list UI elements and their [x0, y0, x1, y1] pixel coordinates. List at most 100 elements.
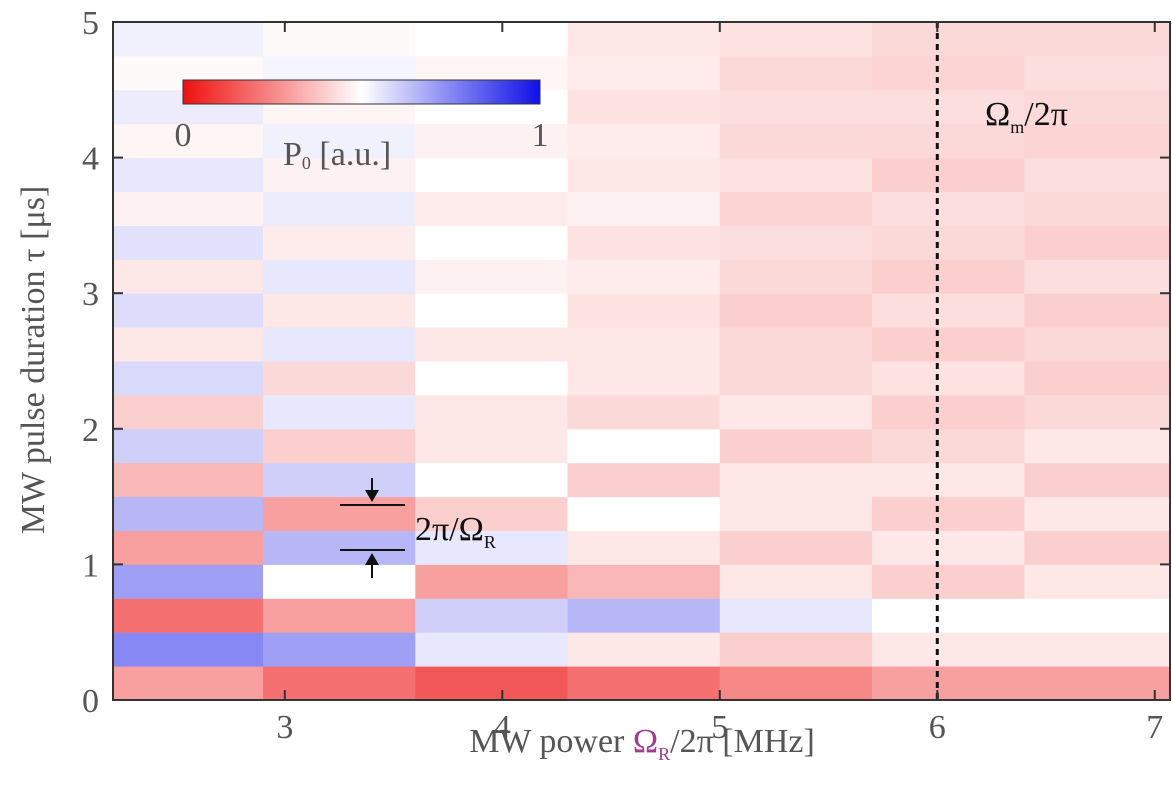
cell: [1024, 327, 1171, 362]
colorbar-label-part: 0: [302, 153, 311, 173]
cell: [872, 89, 1025, 125]
cell: [415, 157, 569, 192]
period-marker: [340, 478, 405, 578]
cell: [567, 22, 721, 57]
cell: [567, 462, 721, 498]
cell: [1024, 123, 1171, 159]
cell: [263, 361, 416, 396]
cell: [415, 666, 569, 701]
y-tick-label: 4: [82, 141, 99, 178]
cell: [872, 496, 1025, 531]
cell: [1024, 22, 1171, 57]
cell: [872, 666, 1025, 701]
annotation-part: /2π: [1024, 96, 1068, 133]
colorbar-tick-label: 0: [175, 117, 192, 154]
cell: [1024, 530, 1171, 565]
y-axis-label: MW pulse duration τ [μs]: [15, 186, 52, 535]
cell: [263, 191, 416, 226]
cell: [567, 225, 721, 260]
colorbar-label-part: P: [283, 136, 302, 173]
cell: [415, 327, 569, 362]
cell: [719, 55, 873, 91]
cell: [872, 462, 1025, 498]
cell: [113, 123, 264, 159]
cell: [567, 496, 721, 531]
arrow-head: [365, 553, 379, 565]
cell: [719, 564, 873, 599]
cell: [263, 632, 416, 667]
cell: [719, 666, 873, 701]
cell: [567, 293, 721, 328]
x-tick-label: 4: [494, 709, 511, 746]
x-tick-label: 6: [929, 709, 946, 746]
x-label-part: MW power: [469, 723, 633, 760]
cell: [263, 428, 416, 464]
cell: [113, 598, 264, 633]
cell: [263, 496, 416, 531]
cell: [1024, 191, 1171, 226]
cell: [719, 327, 873, 362]
y-tick-label: 1: [82, 547, 99, 584]
cell: [1024, 462, 1171, 498]
y-tick-label: 0: [82, 683, 99, 720]
cell: [415, 123, 569, 159]
cell: [1024, 666, 1171, 701]
cell: [567, 530, 721, 565]
x-label-part: Ω: [633, 723, 658, 760]
cell: [567, 632, 721, 667]
x-tick-label: 3: [276, 709, 293, 746]
cell: [872, 327, 1025, 362]
annotation: 2π/ΩR: [415, 511, 496, 552]
cell: [567, 394, 721, 430]
annotation: Ωm/2π: [985, 96, 1068, 137]
cell: [263, 564, 416, 599]
cell: [113, 428, 264, 464]
cell: [113, 293, 264, 328]
cell: [415, 191, 569, 226]
cell: [113, 225, 264, 260]
cell: [113, 259, 264, 294]
cell: [567, 428, 721, 464]
cell: [1024, 293, 1171, 328]
cell: [872, 428, 1025, 464]
cell: [1024, 564, 1171, 599]
cell: [113, 394, 264, 430]
annotation-part: 2π/Ω: [415, 511, 484, 548]
cell: [113, 157, 264, 192]
cell: [872, 259, 1025, 294]
cell: [263, 157, 416, 192]
cell: [872, 598, 1025, 633]
cell: [1024, 496, 1171, 531]
cell: [872, 191, 1025, 226]
arrow-head: [365, 490, 379, 502]
cell: [567, 259, 721, 294]
cell: [263, 394, 416, 430]
x-axis-label: MW power ΩR/2π [MHz]: [469, 723, 815, 764]
cell: [719, 259, 873, 294]
cell: [719, 89, 873, 125]
x-label-part: /2π [MHz]: [670, 723, 815, 760]
annotation-part: R: [484, 532, 496, 552]
cell: [415, 632, 569, 667]
colorbar-tick-label: 1: [532, 117, 549, 154]
cell: [1024, 598, 1171, 633]
cell: [719, 530, 873, 565]
colorbar: [182, 79, 541, 105]
cell: [415, 598, 569, 633]
cell: [1024, 428, 1171, 464]
cell: [719, 293, 873, 328]
cell: [567, 598, 721, 633]
cell: [872, 22, 1025, 57]
cell: [719, 428, 873, 464]
cell: [1024, 361, 1171, 396]
cell: [1024, 225, 1171, 260]
y-tick-label: 5: [82, 5, 99, 42]
cell: [567, 89, 721, 125]
cell: [719, 598, 873, 633]
cell: [719, 22, 873, 57]
cell: [415, 225, 569, 260]
cell: [872, 564, 1025, 599]
axes: 3 4 5 6 7 0 1 2 3 4 5: [82, 5, 1171, 746]
cell: [263, 225, 416, 260]
